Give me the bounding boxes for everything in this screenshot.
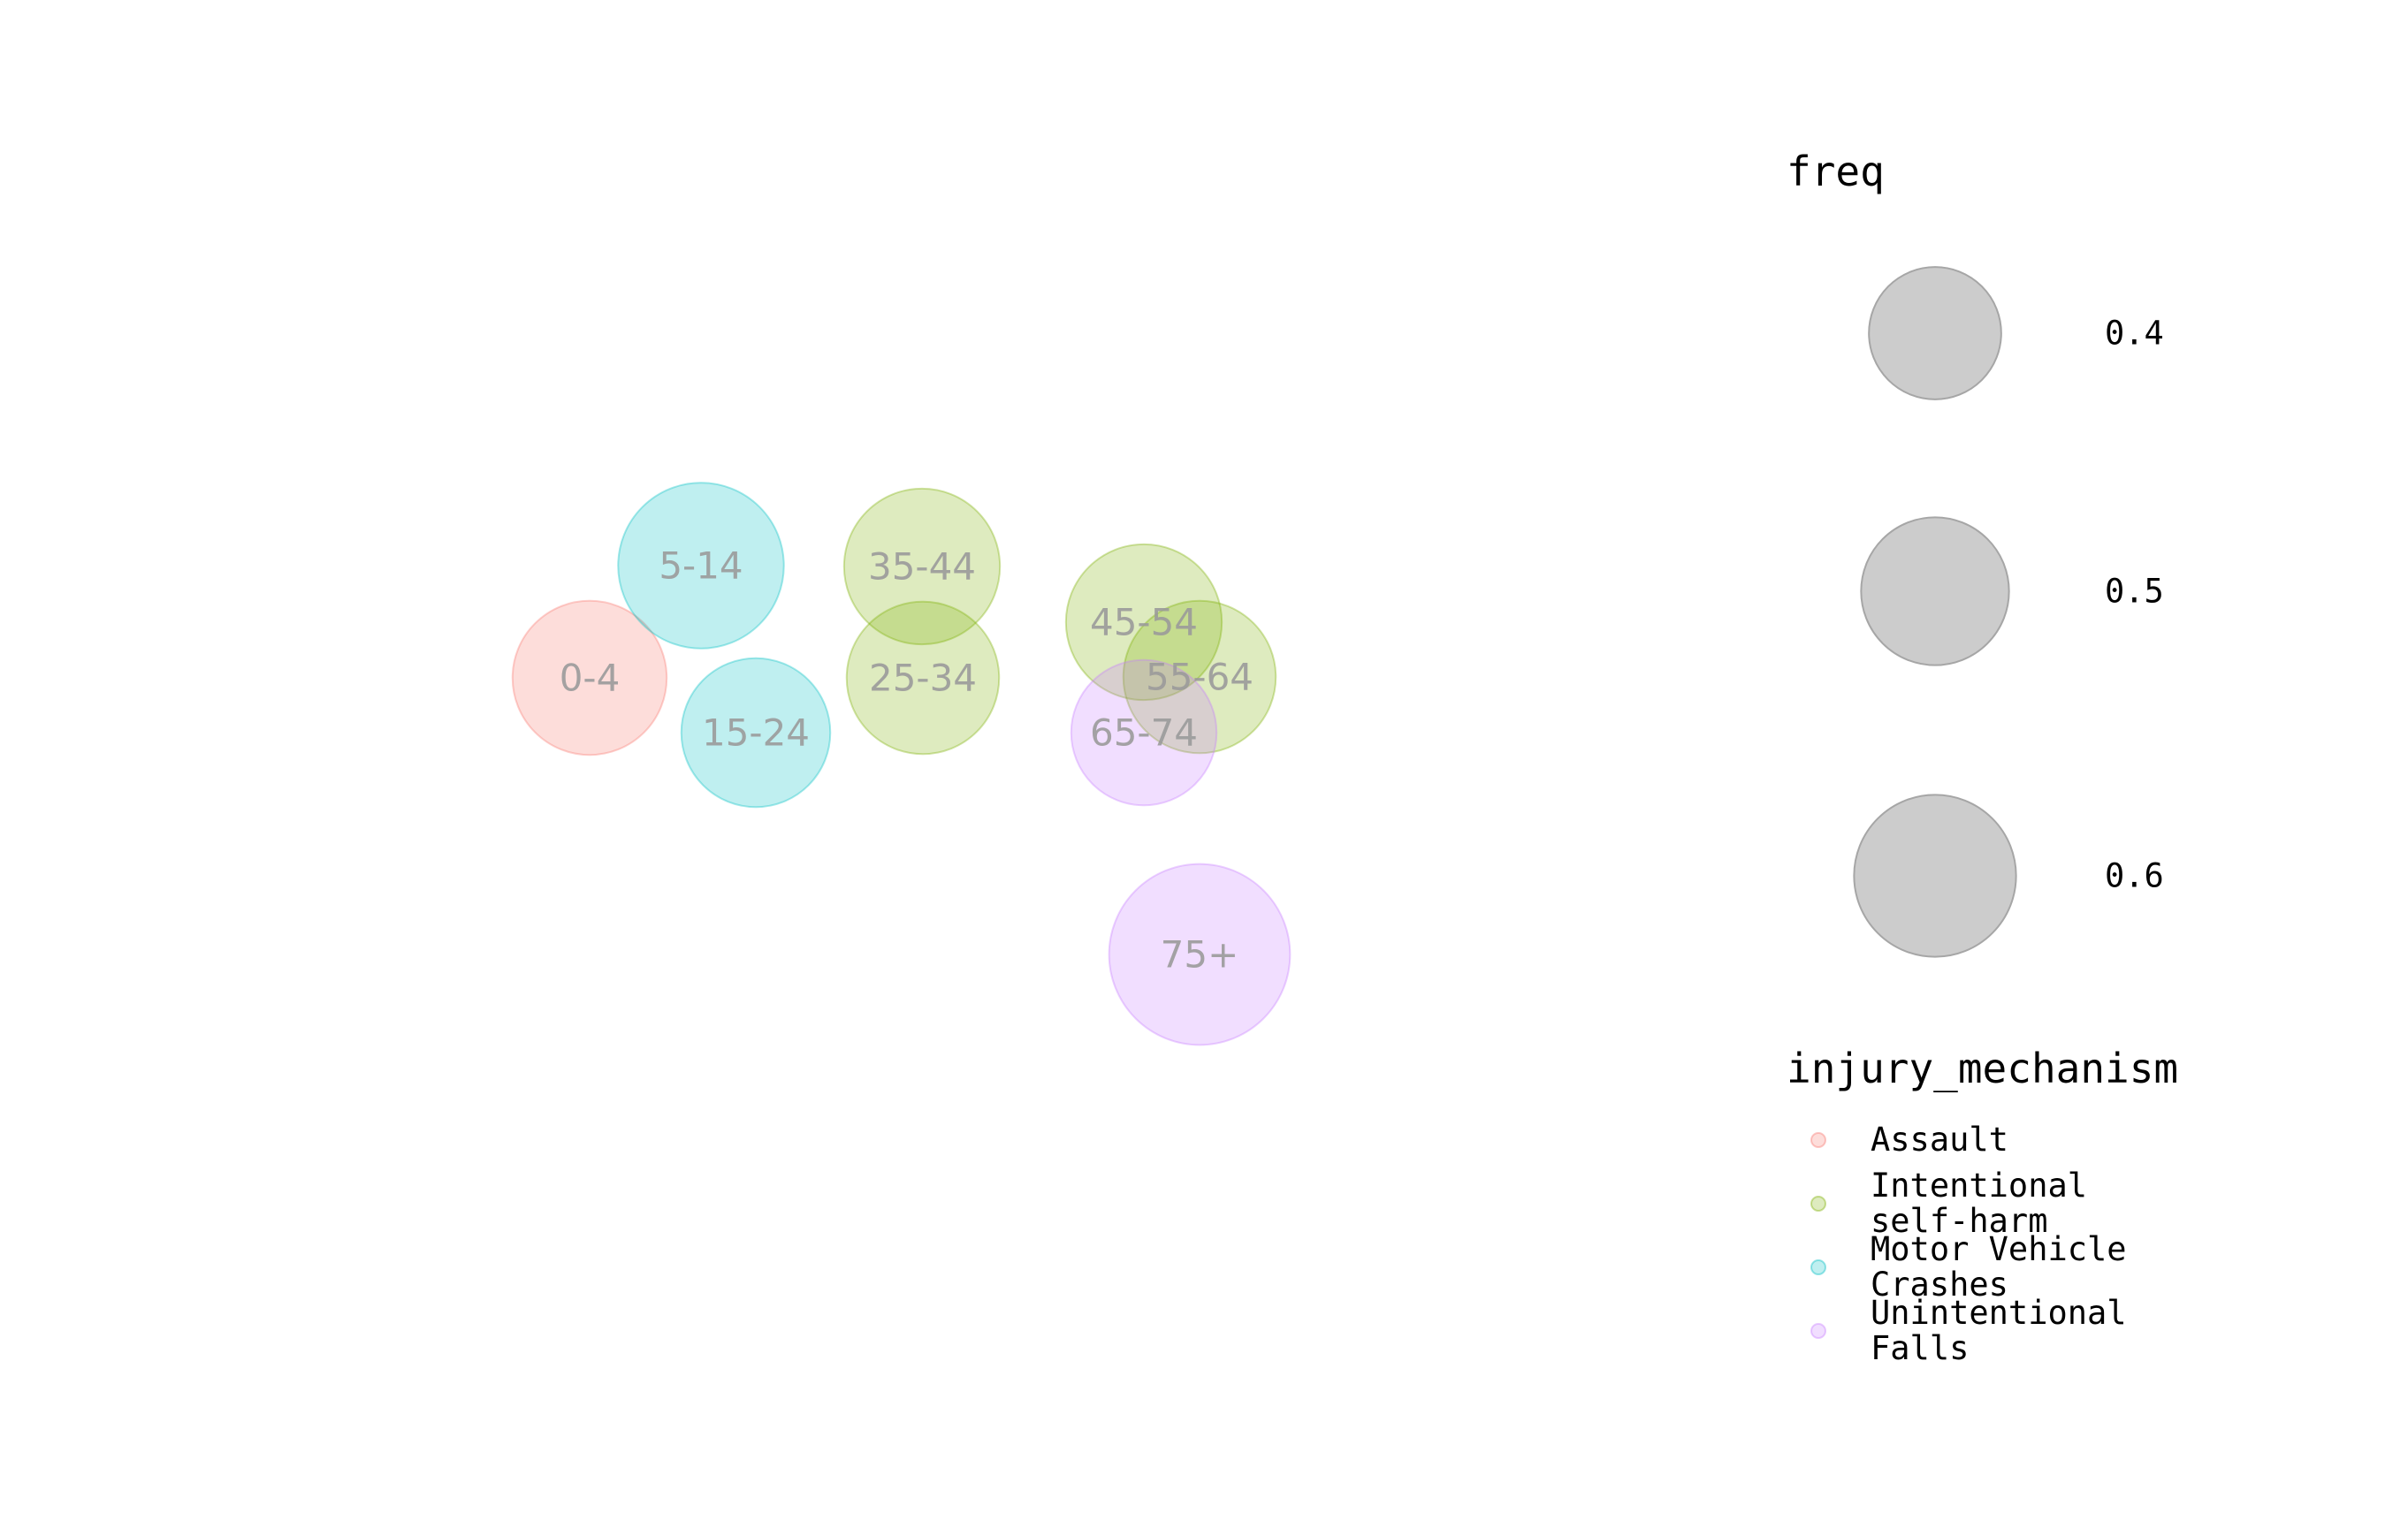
- color-legend-title: injury_mechanism: [1787, 1045, 2178, 1092]
- size-legend-circle-0.4: [1868, 266, 2002, 400]
- size-legend-title: freq: [1787, 148, 1885, 195]
- bubble-label-45-54: 45-54: [1090, 601, 1198, 644]
- bubble-label-15-24: 15-24: [702, 711, 810, 755]
- size-legend-entries: 0.4 0.5 0.6: [1853, 266, 2164, 958]
- bubble-35-44: [842, 487, 1002, 646]
- bubble-layer: 0-4 5-14 15-24 25-34 35-44 45-54 55-64 65-74 75+: [511, 482, 1292, 1046]
- bubble-label-35-44: 35-44: [868, 545, 976, 589]
- color-legend-label-assault: Assault: [1871, 1121, 2008, 1159]
- size-legend-circle-0.5: [1860, 516, 2010, 666]
- bubble-label-55-64: 55-64: [1146, 656, 1254, 699]
- bubble-65-74: [1070, 658, 1218, 807]
- legend: freq 0.4 0.5 0.6 injury_mechanism Assault I…: [1787, 148, 2178, 1367]
- bubble-15-24: [680, 657, 832, 809]
- size-legend-label-0.6: 0.6: [2105, 857, 2164, 895]
- bubble-label-75+: 75+: [1161, 933, 1239, 977]
- color-legend-key-unintentional-falls: [1810, 1323, 1826, 1339]
- bubble-75+: [1108, 863, 1292, 1046]
- bubble-5-14: [617, 482, 785, 650]
- color-legend-key-intentional-self-harm: [1810, 1196, 1826, 1212]
- color-legend-key-motor-vehicle-crashes: [1810, 1259, 1826, 1275]
- bubble-label-25-34: 25-34: [869, 657, 977, 700]
- bubble-label-5-14: 5-14: [659, 544, 743, 588]
- bubble-0-4: [511, 599, 668, 756]
- bubble-55-64: [1122, 599, 1277, 755]
- size-legend-label-0.5: 0.5: [2105, 573, 2164, 611]
- bubble-label-65-74: 65-74: [1090, 711, 1198, 755]
- color-legend-label-intentional-self-harm: Intentional self-harm: [1871, 1167, 2087, 1240]
- color-legend-label-motor-vehicle-crashes: Motor Vehicle Crashes: [1871, 1230, 2127, 1304]
- bubble-label-0-4: 0-4: [560, 657, 621, 700]
- color-legend-key-assault: [1810, 1132, 1826, 1148]
- color-legend-label-unintentional-falls: Unintentional Falls: [1871, 1294, 2127, 1367]
- bubble-45-54: [1064, 543, 1223, 702]
- size-legend-label-0.4: 0.4: [2105, 315, 2164, 353]
- size-legend-circle-0.6: [1853, 794, 2017, 958]
- bubble-25-34: [845, 600, 1001, 756]
